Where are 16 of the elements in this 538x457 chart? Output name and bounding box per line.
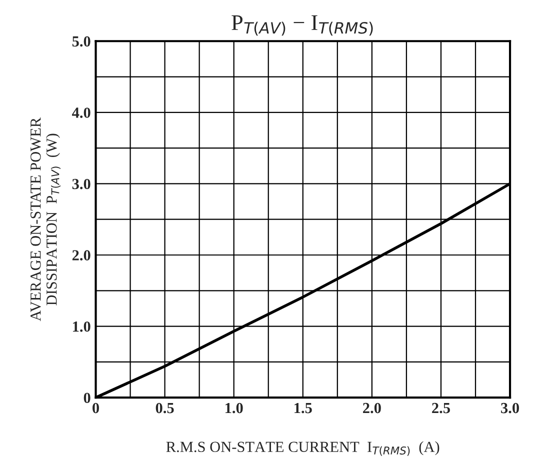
y-tick-label: 5.0 bbox=[72, 36, 90, 47]
y-tick-label: 1.0 bbox=[73, 321, 90, 332]
x-tick-label: 2.5 bbox=[432, 402, 450, 414]
x-tick-label: 1.0 bbox=[226, 402, 243, 414]
chart-title: P$_{T(AV)}$ − I$_{T(RMS)}$ bbox=[232, 15, 373, 36]
x-tick-label: 1.5 bbox=[294, 402, 312, 414]
x-tick-label: 3.0 bbox=[501, 402, 519, 414]
y-tick-label: 3.0 bbox=[72, 178, 90, 190]
x-tick-label: 0.5 bbox=[156, 402, 174, 414]
y-tick-label: 2.0 bbox=[72, 250, 90, 261]
x-tick-label: 0 bbox=[92, 402, 99, 414]
y-axis-title: AVERAGE ON-STATE POWER DISSIPATION P$_{T(AV)}$ (W) bbox=[30, 117, 61, 322]
y-tick-label: 0 bbox=[84, 392, 90, 404]
x-axis-title: R.M.S ON-STATE CURRENT I$_{T(RMS)}$ (A) bbox=[166, 441, 440, 456]
x-tick-label: 2.0 bbox=[363, 402, 381, 414]
y-tick-label: 4.0 bbox=[72, 108, 90, 118]
